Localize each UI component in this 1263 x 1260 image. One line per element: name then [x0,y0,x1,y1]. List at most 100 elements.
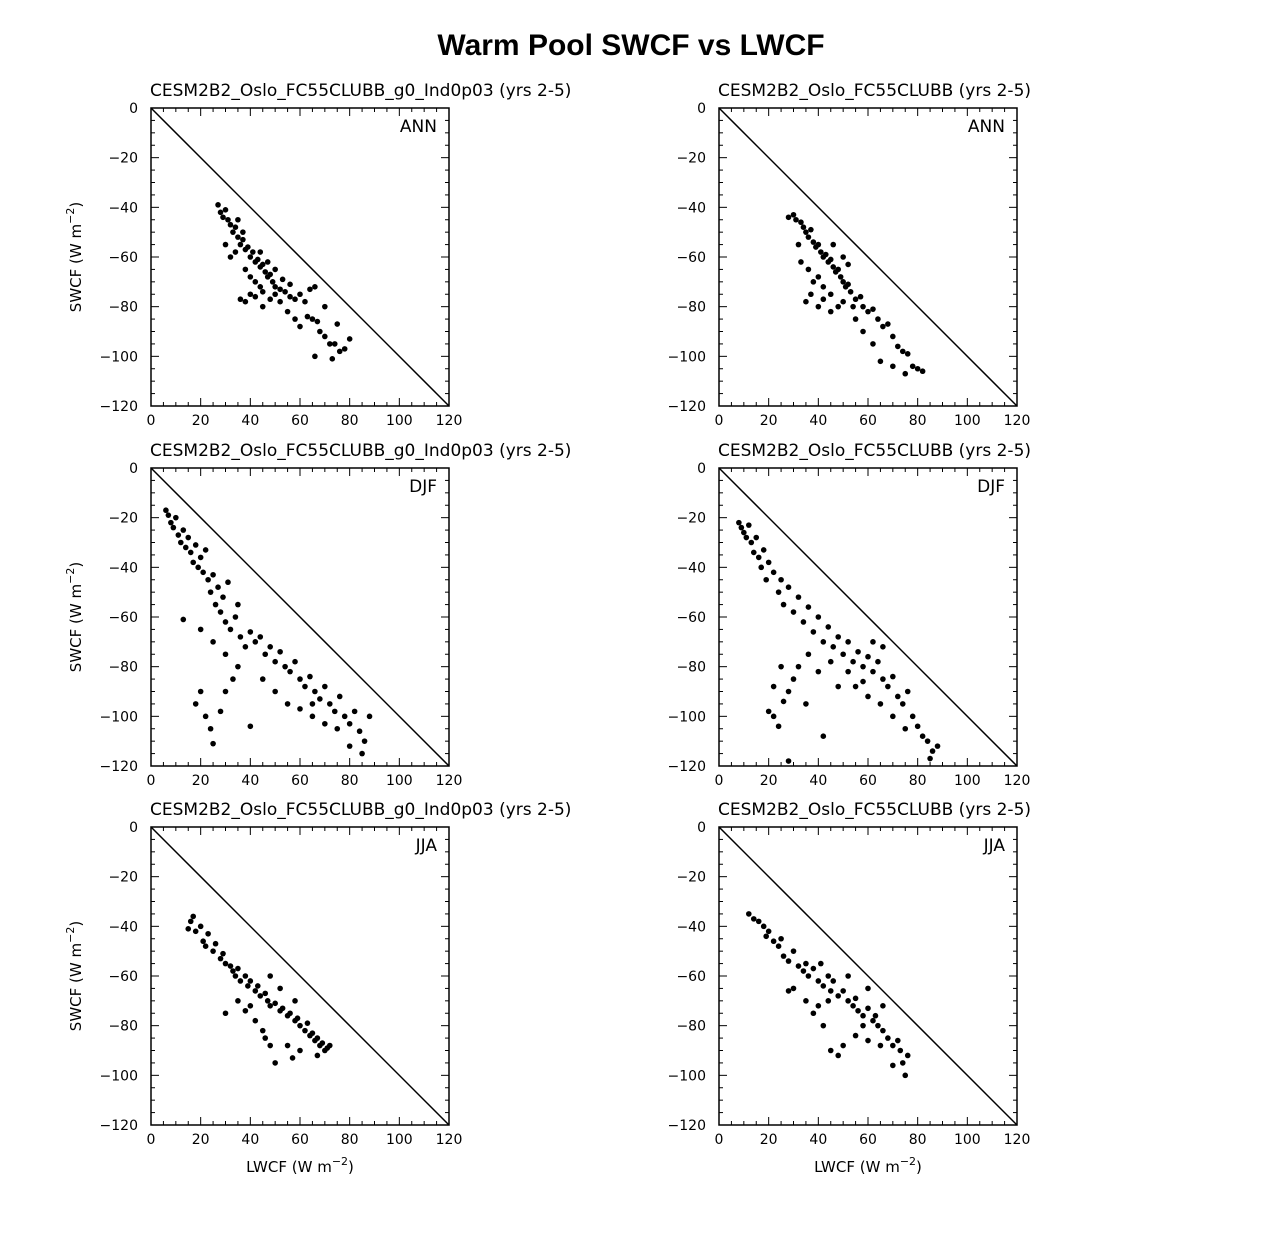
data-point [245,244,251,250]
y-tick-label: −20 [676,151,706,167]
data-point [827,988,834,994]
data-point [205,930,211,937]
scatter-panel-5: 0 20 40 60 80 100 120 0 −20 −40 −60 −80 −100 −120 CESM… [64,800,571,1176]
x-tick-label: 80 [341,773,359,789]
y-tick-label: −40 [108,919,138,935]
data-point [840,279,846,285]
x-tick-label: 80 [341,413,359,429]
data-point [880,644,886,650]
data-point [810,965,817,972]
data-point [173,514,179,521]
y-tick-label: 0 [129,461,138,477]
data-point [840,651,846,658]
data-point [292,658,298,665]
data-point [790,609,797,615]
data-point [914,365,921,372]
x-tick-label: 20 [760,773,778,789]
figure-title: Warm Pool SWCF vs LWCF [437,29,824,62]
data-point [805,604,812,610]
data-point [785,214,792,221]
data-point [217,955,224,962]
data-point [222,1010,229,1017]
data-point [815,274,822,280]
data-point [232,224,239,230]
data-point [178,539,184,546]
data-point [810,239,817,245]
data-point [830,264,837,270]
data-point [180,527,187,533]
x-tick-label: 40 [809,413,827,429]
data-point [827,658,834,665]
x-tick-label: 120 [436,773,463,789]
data-point [307,673,313,680]
y-tick-label: −100 [100,349,138,365]
data-point [765,928,772,935]
data-point [187,918,194,925]
data-point [852,316,859,322]
reference-line [150,467,450,767]
data-point [314,1052,321,1059]
y-tick-label: −40 [676,560,706,576]
scatter-panel-1: 0 20 40 60 80 100 120 0 −20 −40 −60 −80 −100 −120 CESM… [64,81,571,429]
data-point [770,683,777,690]
x-tick-label: 120 [1004,1132,1031,1148]
x-tick-label: 0 [715,1132,724,1148]
data-point [852,1032,859,1039]
data-point [924,738,931,744]
data-point [860,1022,866,1029]
data-point [827,308,834,315]
season-label: JJA [983,836,1006,856]
data-point [309,713,316,720]
y-tick-label: −20 [108,870,138,886]
data-point [750,916,757,922]
data-point [902,1072,909,1079]
reference-line [718,826,1018,1126]
data-point [284,308,291,315]
data-point [197,923,204,930]
data-point [805,234,812,240]
data-point [190,559,197,566]
y-tick-label: −120 [100,759,138,775]
data-point [312,353,318,360]
data-point [341,346,348,352]
data-point [865,653,871,660]
data-point [277,648,283,655]
data-point [845,668,851,675]
data-point [899,701,906,707]
x-tick-label: 0 [147,773,156,789]
reference-line [150,826,450,1126]
y-tick-label: −40 [108,200,138,216]
data-point [267,296,274,303]
data-point [287,668,293,675]
y-tick-label: −100 [668,709,706,725]
data-point [775,589,782,595]
data-point [185,534,192,541]
y-tick-label: 0 [697,101,706,117]
data-point [247,1003,254,1009]
data-point [227,221,234,228]
y-tick-label: 0 [697,820,706,836]
data-point [267,1042,274,1049]
data-point [346,336,353,342]
data-point [890,1062,896,1069]
data-point [870,341,876,347]
x-tick-label: 120 [1004,773,1031,789]
data-point [302,1027,308,1034]
data-point [217,609,224,615]
data-point [242,298,249,305]
y-tick-label: −100 [100,709,138,725]
data-point [890,363,896,370]
y-axis-label: SWCF (W m−2) [64,562,85,672]
y-tick-label: −60 [108,250,138,266]
data-point [237,978,244,984]
scatter-panel-6: 0 20 40 60 80 100 120 0 −20 −40 −60 −80 −100 −120 CESM… [668,800,1031,1176]
data-point [870,1017,876,1024]
data-point [222,241,229,248]
data-point [282,288,288,295]
data-point [277,286,283,293]
data-point [778,935,784,942]
data-point [785,584,792,590]
x-tick-label: 0 [715,773,724,789]
y-tick-label: −80 [676,660,706,676]
data-point [800,619,807,625]
